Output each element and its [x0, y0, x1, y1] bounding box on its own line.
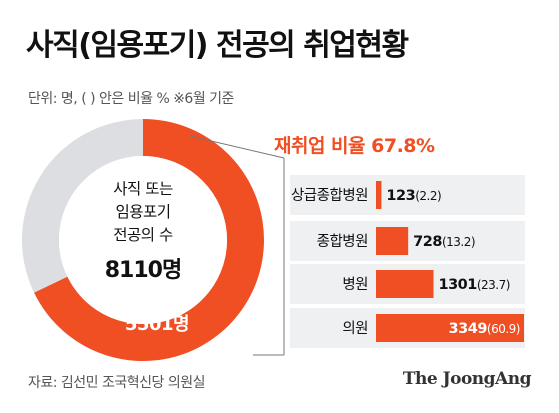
bar-category-label: 종합병원: [317, 233, 368, 250]
bar-category-label: 병원: [342, 276, 368, 293]
bar-value-percent: (60.9): [487, 322, 520, 336]
donut-slice-0: [34, 119, 265, 361]
donut-slice-1: [22, 119, 143, 293]
bar-row-bg: [290, 175, 525, 215]
bar-value-label: 1301(23.7): [438, 277, 509, 293]
bar-value-label: 3349(60.9): [449, 321, 520, 337]
bar-mark: [376, 227, 409, 255]
bar-mark: [376, 181, 382, 209]
brand-logo: The JoongAng: [402, 369, 532, 389]
connector-line-top: [189, 135, 285, 159]
bar-value-number: 3349: [449, 321, 488, 337]
donut-slice-label-0: 5501명: [125, 314, 189, 335]
bar-mark: [376, 314, 524, 342]
source-note: 자료: 김선민 조국혁신당 의원실: [28, 375, 206, 391]
bar-value-number: 1301: [438, 277, 477, 293]
bar-value-number: 123: [386, 188, 415, 204]
bar-value-number: 728: [413, 234, 442, 250]
donut-center-label-0: 사직 또는: [113, 180, 173, 198]
bar-value-label: 123(2.2): [386, 188, 441, 204]
bar-category-label: 상급종합병원: [291, 187, 368, 204]
donut-total-label: 8110명: [105, 258, 181, 283]
donut-center-label-1: 임용포기: [115, 203, 170, 221]
bar-value-percent: (13.2): [442, 235, 475, 249]
bar-chart-title: 재취업 비율 67.8%: [274, 135, 435, 157]
bar-value-percent: (23.7): [477, 278, 510, 292]
chart-title: 사직(임용포기) 전공의 취업현황: [26, 28, 409, 63]
bar-value-label: 728(13.2): [413, 234, 475, 250]
bar-category-label: 의원: [342, 320, 368, 337]
bar-value-percent: (2.2): [415, 189, 441, 203]
donut-center-label-2: 전공의 수: [113, 226, 173, 244]
bar-mark: [376, 270, 434, 298]
donut-hole: [59, 156, 227, 324]
unit-note: 단위: 명, ( ) 안은 비율 % ※6월 기준: [28, 91, 234, 107]
